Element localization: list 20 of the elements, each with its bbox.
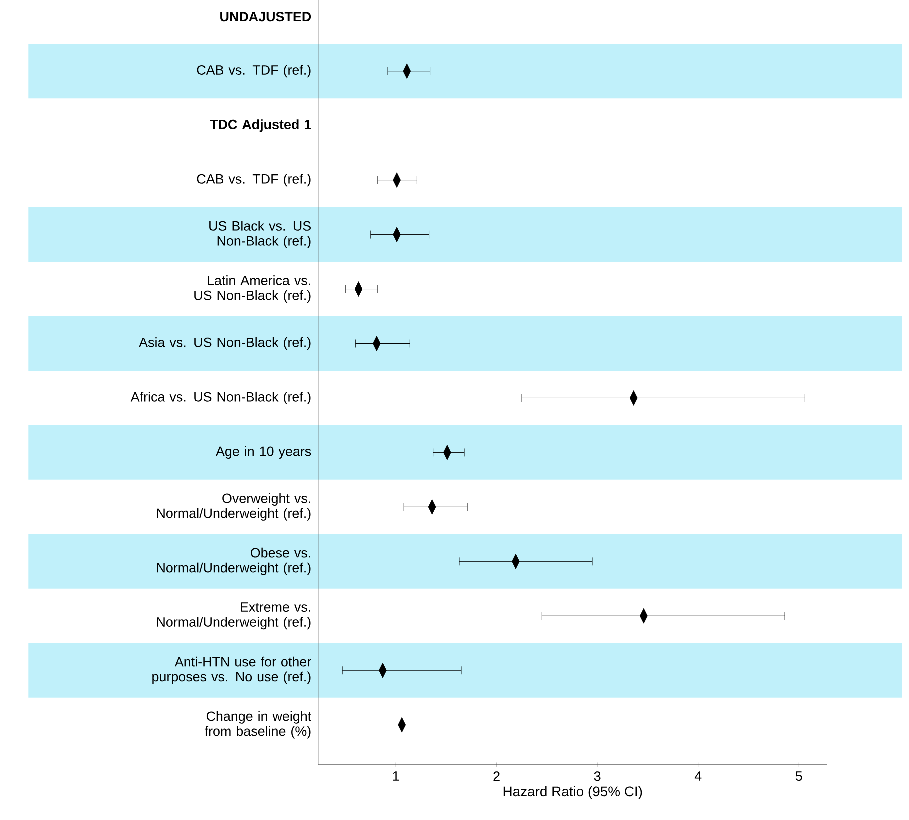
y-tick-label: Africa vs. US Non-Black (ref.) [130, 392, 311, 405]
y-tick-label: Anti-HTN use for other purposes vs. No use (ref.) [152, 657, 312, 685]
y-tick-label: Latin America vs. US Non-Black (ref.) [194, 276, 311, 304]
y-tick-label: Change in weight from baseline (%) [204, 712, 312, 739]
x-tick-label: 4 [694, 772, 702, 782]
y-tick-label: TDC Adjusted 1 [210, 120, 312, 132]
x-tick-label: 2 [494, 772, 500, 782]
y-tick-label: Overweight vs. Normal/Underweight (ref.) [157, 494, 311, 522]
x-tick-label: 1 [393, 772, 400, 782]
y-tick-label: CAB vs. TDF (ref.) [197, 65, 311, 78]
x-tick-label: 3 [594, 772, 601, 782]
y-tick-label: Extreme vs. Normal/Underweight (ref.) [157, 602, 311, 630]
x-tick-label: 5 [796, 772, 802, 782]
y-tick-label: US Black vs. US Non-Black (ref.) [210, 221, 312, 249]
y-tick-label: Asia vs. US Non-Black (ref.) [139, 338, 311, 350]
x-axis-title: Hazard Ratio (95% CI) [504, 786, 642, 800]
y-tick-label: CAB vs. TDF (ref.) [197, 174, 311, 187]
y-tick-label: UNDAJUSTED [220, 12, 312, 22]
y-tick-label: Obese vs. Normal/Underweight (ref.) [157, 548, 311, 576]
y-tick-label: Age in 10 years [216, 446, 312, 460]
